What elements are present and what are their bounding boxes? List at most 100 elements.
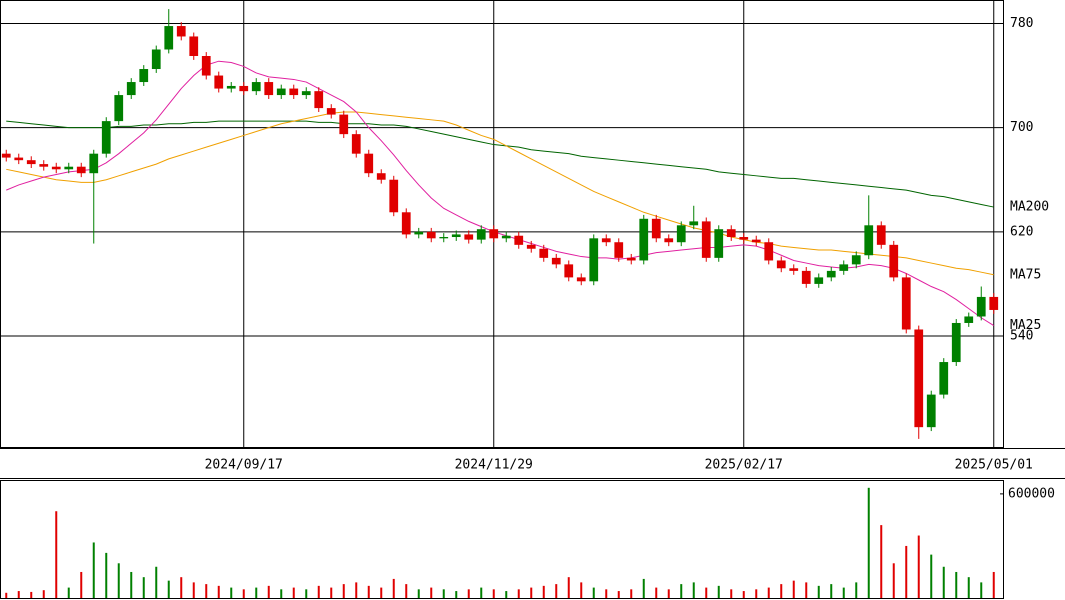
volume-bar — [867, 487, 870, 598]
volume-bar — [242, 589, 245, 598]
candle-body — [439, 237, 449, 239]
candle-body — [676, 225, 686, 243]
volume-frame — [0, 480, 1004, 599]
candle-body — [589, 238, 599, 282]
volume-bar — [355, 582, 358, 598]
candle-body — [876, 225, 886, 245]
volume-bar — [605, 589, 608, 598]
candle-body — [114, 95, 124, 122]
candle-body — [364, 153, 374, 174]
volume-bar — [380, 587, 383, 598]
volume-bar — [105, 552, 108, 598]
volume-bar — [5, 592, 8, 598]
candle-body — [801, 270, 811, 284]
candle-body — [464, 234, 474, 240]
candle-body — [139, 69, 149, 83]
candle-body — [626, 257, 636, 261]
candle-body — [726, 229, 736, 238]
candle-body — [839, 264, 849, 271]
candle-body — [151, 49, 161, 70]
candle-body — [639, 218, 649, 261]
candle-body — [664, 238, 674, 243]
candle-body — [889, 244, 899, 278]
volume-bar — [592, 587, 595, 598]
volume-bar — [117, 563, 120, 598]
volume-bar — [317, 585, 320, 598]
candle-body — [539, 248, 549, 258]
y-tick-label: 600000 — [1008, 486, 1055, 501]
candle-body — [976, 296, 986, 317]
candle-body — [864, 225, 874, 256]
volume-bar — [755, 589, 758, 598]
volume-bar — [130, 571, 133, 598]
candle-body — [576, 277, 586, 282]
candle-body — [551, 257, 561, 265]
candle-body — [564, 264, 574, 278]
volume-bar — [217, 585, 220, 598]
volume-bar — [155, 566, 158, 598]
candle-body — [89, 153, 99, 174]
volume-bar — [730, 589, 733, 598]
candle-body — [814, 277, 824, 284]
volume-bar — [442, 589, 445, 598]
candle-body — [701, 221, 711, 258]
candle-body — [176, 26, 186, 37]
volume-bar — [430, 587, 433, 598]
volume-bar — [942, 566, 945, 598]
volume-bar — [992, 571, 995, 598]
legend-label: MA200 — [1010, 200, 1049, 215]
volume-bar — [780, 584, 783, 598]
volume-bar — [30, 591, 33, 598]
candle-body — [776, 260, 786, 269]
volume-bar — [367, 585, 370, 598]
candle-body — [314, 91, 324, 109]
volume-bar — [255, 587, 258, 598]
candle-body — [514, 235, 524, 245]
volume-bar — [505, 591, 508, 598]
ma-line — [6, 111, 994, 276]
ma-line — [6, 60, 995, 327]
candle-body — [751, 239, 761, 243]
volume-bar — [742, 591, 745, 598]
candle-body — [601, 238, 611, 243]
volume-bar — [717, 585, 720, 598]
candle-body — [64, 166, 74, 170]
volume-bar — [655, 587, 658, 598]
candle-body — [239, 85, 249, 92]
volume-bar — [492, 589, 495, 598]
candle-body — [351, 134, 361, 154]
candle-body — [789, 268, 799, 271]
ma-line — [6, 120, 994, 208]
candle-body — [614, 242, 624, 258]
volume-bar — [542, 585, 545, 598]
candle-body — [526, 244, 536, 249]
volume-bar — [55, 511, 58, 598]
candle-body — [301, 91, 311, 96]
volume-bar — [555, 584, 558, 598]
volume-bar — [855, 582, 858, 598]
volume-bar — [92, 542, 95, 598]
volume-bar — [17, 591, 20, 598]
volume-bar — [517, 589, 520, 598]
candle-body — [26, 160, 36, 165]
candle-body — [39, 164, 49, 167]
candle-body — [989, 296, 999, 310]
candle-body — [276, 88, 286, 96]
candle-body — [914, 329, 924, 428]
volume-bar — [167, 580, 170, 598]
volume-bar — [42, 590, 45, 598]
volume-bar — [480, 587, 483, 598]
candle-body — [501, 235, 511, 239]
x-tick-label: 2024/09/17 — [205, 458, 283, 473]
candle-body — [739, 237, 749, 240]
price-frame — [0, 0, 1004, 448]
candle-body — [201, 56, 211, 76]
volume-bar — [805, 582, 808, 598]
volume-bar — [342, 584, 345, 598]
legend-label: MA25 — [1010, 318, 1041, 333]
volume-bar — [842, 587, 845, 598]
volume-bar — [917, 535, 920, 598]
candle-body — [939, 362, 949, 395]
